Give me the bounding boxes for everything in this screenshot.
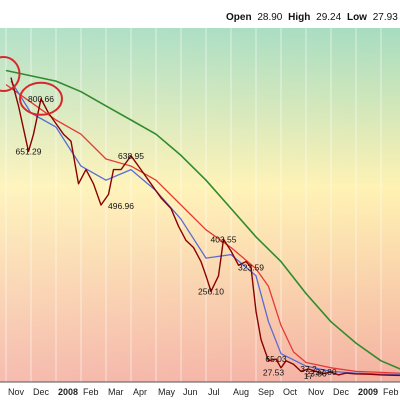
x-axis-ticks: Nov Dec 2008 Feb Mar Apr May Jun Jul Aug Sep Oct Nov… (8, 387, 399, 397)
x-tick-label: Jul (208, 387, 220, 397)
x-tick-label: 2009 (358, 387, 378, 397)
x-tick-label: Mar (108, 387, 124, 397)
series-lines (5, 69, 400, 377)
low-value: 27.93 (372, 12, 398, 23)
x-tick-label: Oct (283, 387, 298, 397)
value-label: 403.55 (211, 234, 237, 244)
low-label: Low (346, 12, 367, 23)
x-tick-label: Aug (233, 387, 249, 397)
x-tick-label: Nov (8, 387, 25, 397)
value-label: 256.10 (198, 286, 224, 296)
x-tick-label: Feb (383, 387, 399, 397)
value-label: 37.2 (300, 364, 317, 374)
x-tick-label: Nov (308, 387, 325, 397)
value-label: 17 (304, 371, 314, 381)
value-label: 323.59 (238, 262, 264, 272)
value-label: 800.66 (28, 94, 54, 104)
value-label: 65.03 (265, 354, 287, 364)
value-label: 23.86 (305, 369, 327, 379)
x-tick-label: Jun (183, 387, 198, 397)
x-tick-label: 2008 (58, 387, 78, 397)
series-line-ma_mid (5, 84, 400, 374)
x-tick-label: May (158, 387, 176, 397)
open-value: 28.90 (257, 12, 283, 23)
x-tick-label: Sep (258, 387, 274, 397)
annotation-circle (0, 56, 21, 93)
x-tick-label: Feb (83, 387, 99, 397)
annotation-circle (19, 81, 63, 116)
x-tick-label: Apr (133, 387, 147, 397)
value-label: 27.53 (263, 367, 285, 377)
high-value: 29.24 (316, 12, 342, 23)
x-tick-label: Dec (333, 387, 350, 397)
series-line-price (10, 77, 400, 377)
value-label: 651.29 (16, 147, 42, 157)
value-label: 496.96 (108, 201, 134, 211)
annotations: 800.66 651.29 638.95 496.96 403.55 323.59 256.… (0, 56, 337, 381)
open-label: Open (226, 12, 252, 23)
series-line-ma_slow (5, 69, 400, 370)
value-label: 638.95 (118, 151, 144, 161)
x-tick-label: Dec (33, 387, 50, 397)
high-label: High (288, 12, 311, 23)
value-label: 27.80 (315, 367, 337, 377)
ohlc-readout: Open 28.90 High 29.24 Low 27.93 L (226, 12, 400, 23)
series-line-ma_fast (10, 80, 400, 376)
